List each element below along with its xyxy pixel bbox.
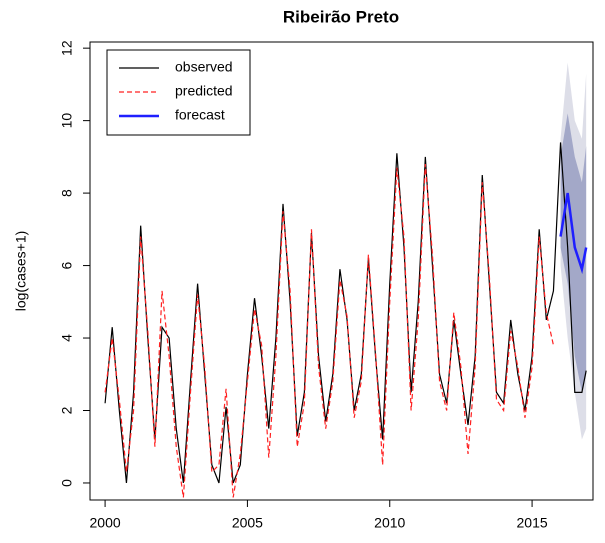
y-tick-label: 12	[59, 40, 75, 56]
series-line	[104, 164, 555, 498]
x-tick-label: 2000	[90, 515, 121, 531]
confidence-band	[560, 113, 587, 393]
legend-label: forecast	[175, 107, 225, 123]
y-tick-label: 6	[59, 261, 75, 269]
y-tick-label: 8	[59, 189, 75, 197]
legend-label: predicted	[175, 83, 233, 99]
y-axis-label: log(cases+1)	[13, 231, 29, 312]
plot-frame	[89, 41, 594, 501]
chart-title: Ribeirão Preto	[283, 7, 399, 26]
legend-label: observed	[175, 59, 233, 75]
y-tick-label: 0	[59, 479, 75, 487]
y-tick-label: 2	[59, 406, 75, 414]
x-tick-label: 2010	[374, 515, 405, 531]
x-tick-label: 2015	[517, 515, 548, 531]
series-line	[104, 142, 587, 484]
series-line	[559, 192, 588, 275]
x-tick-label: 2005	[232, 515, 263, 531]
y-tick-label: 4	[59, 334, 75, 342]
y-tick-label: 10	[59, 113, 75, 129]
